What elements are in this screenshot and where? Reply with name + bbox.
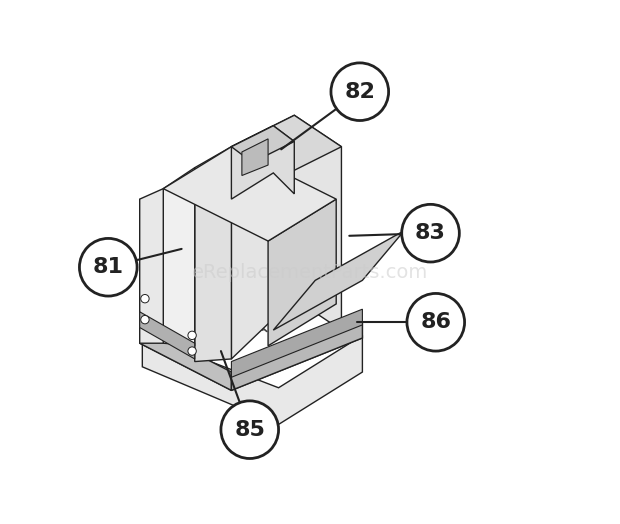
Text: 82: 82	[344, 82, 375, 102]
Polygon shape	[140, 189, 163, 343]
Text: 81: 81	[93, 257, 124, 277]
Circle shape	[141, 315, 149, 324]
Circle shape	[141, 294, 149, 303]
Text: 85: 85	[234, 420, 265, 440]
Circle shape	[188, 331, 197, 340]
Circle shape	[79, 238, 137, 296]
Polygon shape	[163, 168, 195, 346]
Text: 86: 86	[420, 312, 451, 332]
Circle shape	[221, 401, 278, 458]
Polygon shape	[231, 322, 363, 390]
Polygon shape	[140, 312, 195, 359]
Polygon shape	[231, 126, 294, 162]
Polygon shape	[231, 115, 342, 178]
Circle shape	[188, 347, 197, 355]
Polygon shape	[195, 147, 231, 362]
Polygon shape	[140, 325, 231, 390]
Polygon shape	[143, 335, 363, 424]
Circle shape	[331, 63, 389, 121]
Polygon shape	[268, 199, 336, 346]
Circle shape	[402, 204, 459, 262]
Polygon shape	[231, 126, 294, 199]
Polygon shape	[231, 115, 342, 359]
Polygon shape	[163, 147, 336, 241]
Text: eReplacementParts.com: eReplacementParts.com	[192, 263, 428, 282]
Polygon shape	[242, 139, 268, 176]
Text: 83: 83	[415, 223, 446, 243]
Polygon shape	[273, 231, 404, 330]
Polygon shape	[140, 322, 363, 390]
Circle shape	[407, 293, 464, 351]
Polygon shape	[231, 309, 363, 377]
